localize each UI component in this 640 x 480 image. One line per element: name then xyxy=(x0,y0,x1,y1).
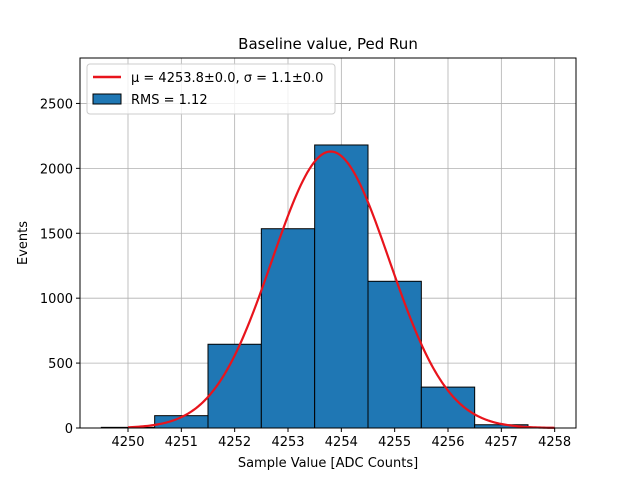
y-tick-label: 0 xyxy=(65,422,73,437)
gaussian-fit xyxy=(127,150,555,429)
x-axis-label: Sample Value [ADC Counts] xyxy=(238,456,418,471)
x-tick-label: 4254 xyxy=(325,435,358,450)
chart-title: Baseline value, Ped Run xyxy=(238,35,418,53)
histogram-bar xyxy=(367,280,422,429)
y-tick-label: 500 xyxy=(48,357,73,372)
y-tick-label: 2500 xyxy=(40,97,73,112)
fit-curve xyxy=(127,150,555,429)
x-axis-ticks: 4250 4251 4252 4253 4254 4255 4256 4257 4258 xyxy=(111,428,571,450)
y-axis-ticks: 0 500 1000 1500 2000 2500 xyxy=(40,97,80,437)
x-tick-label: 4251 xyxy=(165,435,198,450)
x-tick-label: 4253 xyxy=(271,435,304,450)
legend-hist-label: RMS = 1.12 xyxy=(131,93,208,108)
histogram-bar xyxy=(314,144,369,429)
y-tick-label: 2000 xyxy=(40,162,73,177)
y-axis-label: Events xyxy=(16,221,31,265)
x-tick-label: 4255 xyxy=(378,435,411,450)
x-tick-label: 4257 xyxy=(485,435,518,450)
legend-fit-label: μ = 4253.8±0.0, σ = 1.1±0.0 xyxy=(131,71,323,86)
x-tick-label: 4250 xyxy=(111,435,144,450)
legend-mu: μ = 4253.8±0.0, xyxy=(131,71,244,86)
legend-hist-swatch xyxy=(92,93,122,105)
x-tick-label: 4256 xyxy=(431,435,464,450)
x-tick-label: 4258 xyxy=(538,435,571,450)
legend: μ = 4253.8±0.0, σ = 1.1±0.0 RMS = 1.12 xyxy=(86,63,336,115)
y-tick-label: 1500 xyxy=(40,227,73,242)
histogram-bar xyxy=(420,386,476,429)
y-tick-label: 1000 xyxy=(40,292,73,307)
histogram-bar xyxy=(260,228,316,429)
x-tick-label: 4252 xyxy=(218,435,251,450)
legend-sigma: σ = 1.1±0.0 xyxy=(244,71,324,86)
plot-frame xyxy=(79,57,577,429)
histogram-bars xyxy=(100,144,529,429)
legend-box xyxy=(86,63,336,115)
